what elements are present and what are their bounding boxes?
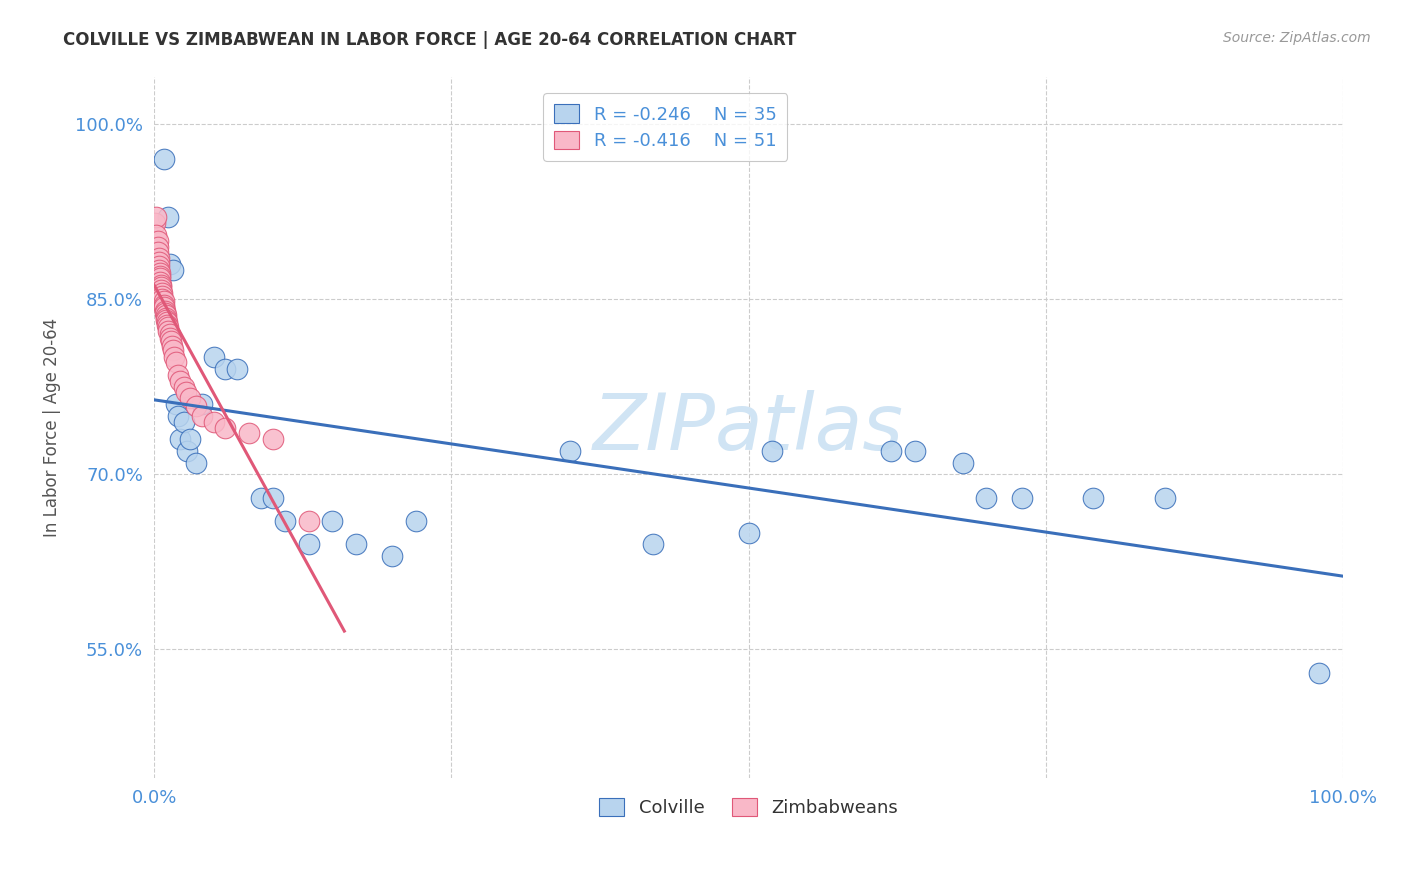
Point <box>159 257 181 271</box>
Point <box>880 443 903 458</box>
Point <box>155 310 177 325</box>
Point <box>157 320 180 334</box>
Point <box>381 549 404 563</box>
Text: COLVILLE VS ZIMBABWEAN IN LABOR FORCE | AGE 20-64 CORRELATION CHART: COLVILLE VS ZIMBABWEAN IN LABOR FORCE | … <box>63 31 797 49</box>
Point <box>1011 491 1033 505</box>
Point <box>344 537 367 551</box>
Point <box>155 309 177 323</box>
Point <box>162 263 184 277</box>
Point <box>321 514 343 528</box>
Point <box>1153 491 1175 505</box>
Point <box>974 491 997 505</box>
Point <box>152 301 174 315</box>
Legend: Colville, Zimbabweans: Colville, Zimbabweans <box>592 790 905 824</box>
Point <box>159 334 181 348</box>
Point <box>152 152 174 166</box>
Point <box>184 400 207 414</box>
Point <box>560 443 582 458</box>
Point <box>149 268 172 283</box>
Point <box>643 537 665 551</box>
Point <box>238 426 260 441</box>
Point <box>169 432 191 446</box>
Point <box>167 409 190 423</box>
Point <box>163 351 186 365</box>
Point <box>1308 665 1330 680</box>
Point <box>148 263 170 277</box>
Point <box>262 432 284 446</box>
Point <box>155 313 177 327</box>
Point <box>173 379 195 393</box>
Point <box>146 234 169 248</box>
Point <box>202 415 225 429</box>
Point <box>156 316 179 330</box>
Point <box>153 306 176 320</box>
Point <box>149 275 172 289</box>
Point <box>761 443 783 458</box>
Point <box>904 443 927 458</box>
Y-axis label: In Labor Force | Age 20-64: In Labor Force | Age 20-64 <box>44 318 60 537</box>
Point <box>150 280 173 294</box>
Text: ZIPatlas: ZIPatlas <box>593 390 904 466</box>
Point <box>152 286 174 301</box>
Point <box>152 288 174 302</box>
Point <box>262 491 284 505</box>
Point <box>159 327 181 342</box>
Point <box>150 283 173 297</box>
Point <box>146 239 169 253</box>
Point <box>157 211 180 225</box>
Point <box>162 343 184 358</box>
Point <box>179 392 201 406</box>
Point <box>1083 491 1105 505</box>
Point <box>150 278 173 293</box>
Point <box>176 443 198 458</box>
Point <box>146 245 169 260</box>
Point <box>190 397 212 411</box>
Point <box>159 331 181 345</box>
Point <box>169 374 191 388</box>
Point <box>298 537 321 551</box>
Point <box>148 252 170 266</box>
Point <box>148 260 170 274</box>
Point <box>143 216 166 230</box>
Point <box>190 409 212 423</box>
Point <box>184 456 207 470</box>
Point <box>952 456 974 470</box>
Point <box>152 298 174 312</box>
Point <box>152 292 174 306</box>
Point <box>157 324 180 338</box>
Point <box>202 351 225 365</box>
Point <box>405 514 427 528</box>
Point <box>152 294 174 309</box>
Point <box>160 339 183 353</box>
Point <box>174 385 197 400</box>
Text: Source: ZipAtlas.com: Source: ZipAtlas.com <box>1223 31 1371 45</box>
Point <box>149 271 172 285</box>
Point <box>145 227 167 242</box>
Point <box>165 355 187 369</box>
Point <box>274 514 297 528</box>
Point <box>226 362 249 376</box>
Point <box>250 491 273 505</box>
Point <box>145 211 167 225</box>
Point <box>165 397 187 411</box>
Point <box>179 432 201 446</box>
Point <box>737 525 759 540</box>
Point <box>173 415 195 429</box>
Point <box>156 318 179 332</box>
Point <box>148 255 170 269</box>
Point <box>153 303 176 318</box>
Point <box>214 362 236 376</box>
Point <box>167 368 190 382</box>
Point <box>298 514 321 528</box>
Point <box>214 420 236 434</box>
Point <box>149 267 172 281</box>
